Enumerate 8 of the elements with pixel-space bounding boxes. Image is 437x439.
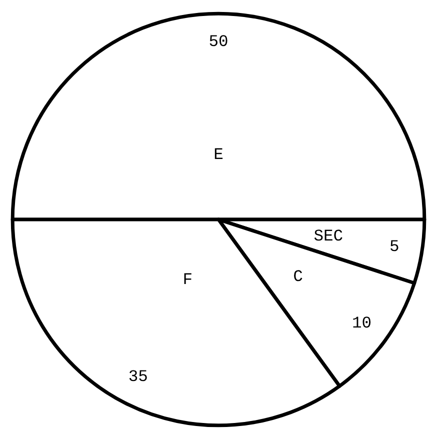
- data-label: 5: [389, 237, 400, 256]
- data-label: 50: [208, 32, 228, 52]
- slice-label: C: [293, 266, 304, 286]
- data-label: 10: [352, 313, 372, 332]
- data-label: 35: [128, 366, 148, 386]
- slice-label: SEC: [314, 226, 344, 246]
- slice-label: F: [182, 270, 192, 289]
- slice-label: E: [214, 144, 224, 164]
